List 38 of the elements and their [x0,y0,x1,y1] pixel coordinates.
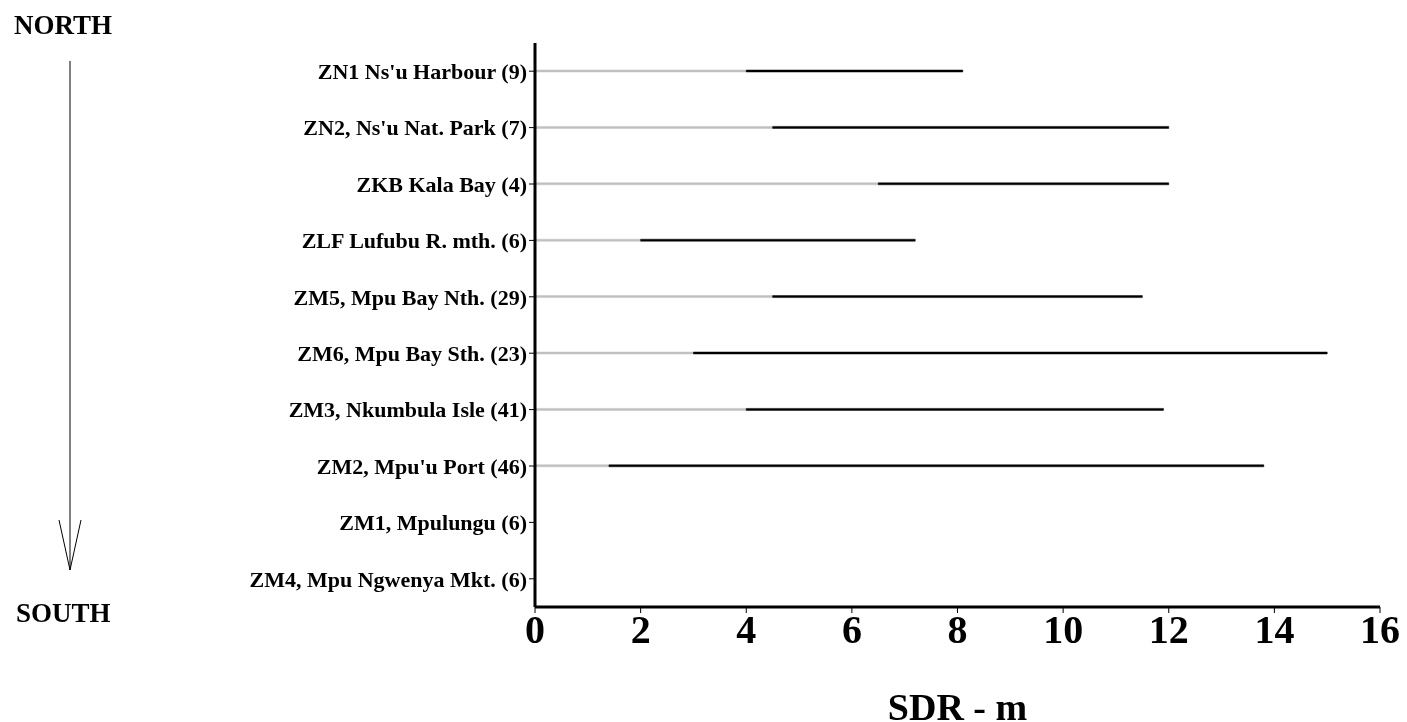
bar [772,126,1169,129]
bar [535,464,610,468]
bar [535,238,641,242]
bar [535,408,747,411]
x-tick-label: 16 [1360,607,1400,653]
bar [535,295,773,298]
bar [535,351,694,355]
x-tick-label: 6 [841,607,862,653]
y-tick-label: ZM1, Mpulungu (6) [339,510,527,536]
x-axis-title: SDR - m [887,686,1028,722]
x-tick-label: 14 [1254,607,1295,653]
y-tick-label: ZM4, Mpu Ngwenya Mkt. (6) [249,566,527,592]
x-tick-label: 12 [1148,607,1189,653]
bar [535,182,879,186]
y-tick-label: ZN2, Ns'u Nat. Park (7) [303,115,527,141]
x-tick-label: 10 [1043,607,1084,653]
x-tick-label: 4 [736,607,757,653]
y-tick-label: ZM6, Mpu Bay Sth. (23) [297,341,527,367]
y-tick-label: ZM2, Mpu'u Port (46) [316,453,527,479]
bar [640,238,916,242]
bar [693,351,1328,355]
y-tick-label: ZKB Kala Bay (4) [356,171,527,197]
bar [535,126,773,129]
bar [878,182,1169,186]
y-tick-label: ZLF Lufubu R. mth. (6) [301,228,527,254]
x-tick-label: 0 [525,607,545,653]
y-tick-label: ZM3, Nkumbula Isle (41) [288,397,527,423]
bar [608,464,1265,468]
bar [772,295,1143,298]
text: SOUTH [16,598,111,629]
y-tick-label: ZN1 Ns'u Harbour (9) [317,59,527,85]
bar [746,408,1164,411]
bar [746,69,964,73]
y-tick-label: ZM5, Mpu Bay Nth. (29) [293,284,527,310]
text: NORTH [14,10,113,41]
x-tick-label: 8 [947,607,968,653]
x-tick-label: 2 [630,607,651,653]
bar [535,69,747,73]
